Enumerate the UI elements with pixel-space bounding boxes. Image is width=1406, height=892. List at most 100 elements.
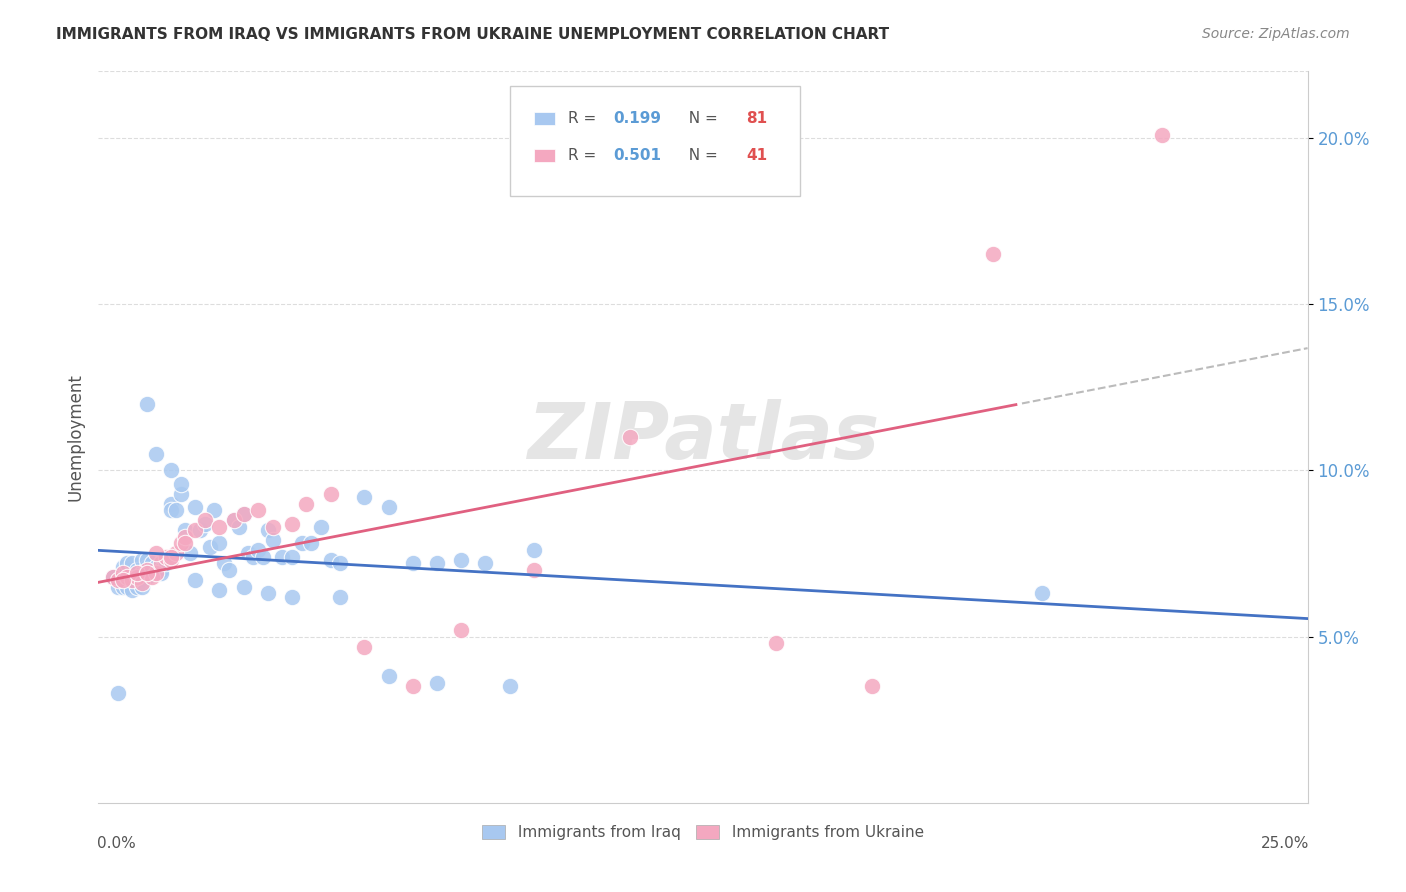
Point xyxy=(281,549,304,564)
Point xyxy=(145,559,167,574)
Point xyxy=(101,570,124,584)
Text: 25.0%: 25.0% xyxy=(1260,836,1309,851)
Point xyxy=(160,503,183,517)
Point xyxy=(228,520,250,534)
Point xyxy=(117,580,139,594)
Point xyxy=(145,566,167,581)
Point xyxy=(101,570,124,584)
Point xyxy=(1031,586,1053,600)
Text: R =: R = xyxy=(568,112,600,127)
Point xyxy=(222,513,245,527)
Point xyxy=(450,623,472,637)
Text: 0.0%: 0.0% xyxy=(97,836,136,851)
Point xyxy=(523,543,546,558)
Point xyxy=(111,580,134,594)
Point xyxy=(155,553,177,567)
Text: Source: ZipAtlas.com: Source: ZipAtlas.com xyxy=(1202,27,1350,41)
Text: R =: R = xyxy=(568,148,600,163)
Point xyxy=(111,566,134,581)
Point xyxy=(135,553,157,567)
Point xyxy=(402,557,425,571)
Text: 41: 41 xyxy=(747,148,768,163)
Point xyxy=(329,590,352,604)
Point xyxy=(179,546,201,560)
Point xyxy=(117,570,139,584)
Point xyxy=(111,573,134,587)
Point xyxy=(121,582,143,597)
Point xyxy=(281,516,304,531)
Point xyxy=(238,546,260,560)
Point xyxy=(165,503,187,517)
Point xyxy=(174,536,197,550)
Point xyxy=(107,580,129,594)
Point xyxy=(402,680,425,694)
Point xyxy=(160,549,183,564)
Point xyxy=(117,563,139,577)
Point xyxy=(256,523,278,537)
Point xyxy=(208,520,231,534)
Point xyxy=(208,582,231,597)
Text: ZIPatlas: ZIPatlas xyxy=(527,399,879,475)
Point xyxy=(377,669,399,683)
Point xyxy=(353,490,375,504)
FancyBboxPatch shape xyxy=(534,112,555,126)
Point xyxy=(860,680,883,694)
Point xyxy=(121,570,143,584)
Point xyxy=(169,476,191,491)
Point xyxy=(117,557,139,571)
Point xyxy=(232,580,254,594)
Point xyxy=(169,486,191,500)
Point xyxy=(1152,128,1174,142)
Point xyxy=(765,636,787,650)
Point xyxy=(184,500,207,514)
Point xyxy=(426,557,449,571)
Point xyxy=(141,563,163,577)
Point xyxy=(252,549,274,564)
Point xyxy=(426,676,449,690)
Point xyxy=(135,566,157,581)
Point xyxy=(353,640,375,654)
Point xyxy=(262,520,284,534)
Text: N =: N = xyxy=(679,148,723,163)
Point xyxy=(271,549,294,564)
Point xyxy=(242,549,264,564)
Point xyxy=(131,553,153,567)
Point xyxy=(150,557,173,571)
Point xyxy=(121,573,143,587)
Point xyxy=(155,557,177,571)
Legend:  Immigrants from Iraq,  Immigrants from Ukraine: Immigrants from Iraq, Immigrants from Uk… xyxy=(477,819,929,847)
Point xyxy=(281,590,304,604)
Point xyxy=(309,520,332,534)
Point xyxy=(247,543,270,558)
Point xyxy=(222,513,245,527)
Point xyxy=(232,507,254,521)
Y-axis label: Unemployment: Unemployment xyxy=(66,373,84,501)
Point xyxy=(131,566,153,581)
Point xyxy=(319,486,342,500)
Point xyxy=(127,563,149,577)
Point xyxy=(101,570,124,584)
Point xyxy=(141,570,163,584)
Point xyxy=(150,566,173,581)
Point xyxy=(295,497,318,511)
Point xyxy=(107,573,129,587)
Point xyxy=(174,530,197,544)
Text: N =: N = xyxy=(679,112,723,127)
Point xyxy=(131,580,153,594)
Point xyxy=(450,553,472,567)
Point xyxy=(299,536,322,550)
Point xyxy=(145,566,167,581)
Point xyxy=(262,533,284,548)
Point xyxy=(981,247,1004,261)
Point xyxy=(165,546,187,560)
Point xyxy=(131,576,153,591)
Point xyxy=(188,523,211,537)
Point xyxy=(160,463,183,477)
Point xyxy=(135,559,157,574)
Point xyxy=(290,536,312,550)
Point xyxy=(135,563,157,577)
Point xyxy=(194,516,217,531)
Point xyxy=(160,553,183,567)
Point xyxy=(141,557,163,571)
Point xyxy=(377,500,399,514)
